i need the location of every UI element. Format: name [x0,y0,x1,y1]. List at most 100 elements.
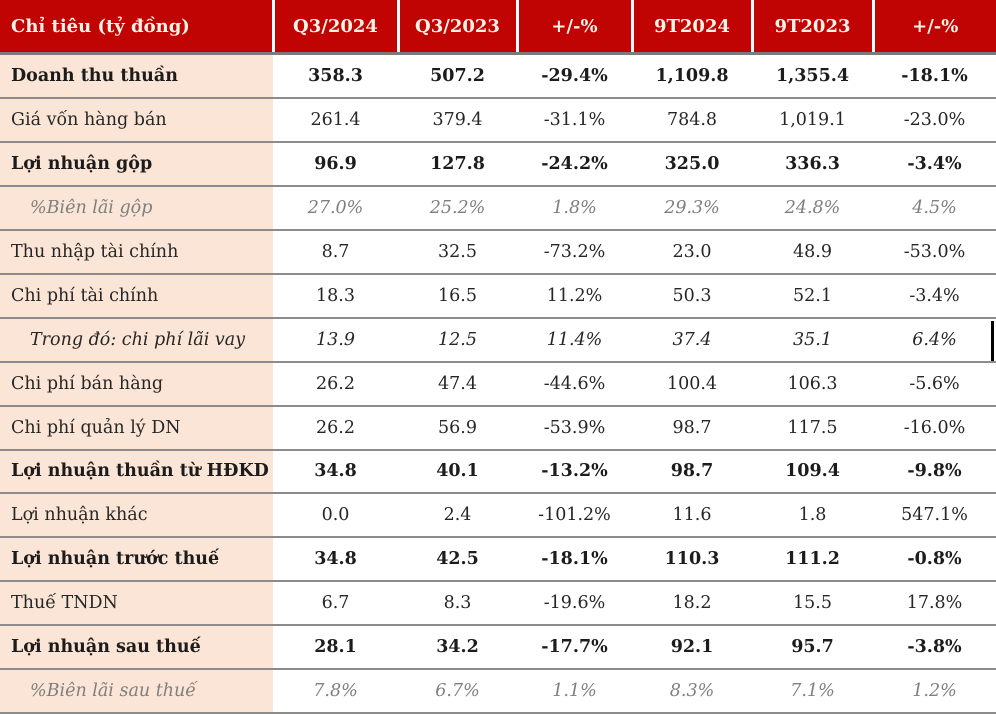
cell-q3-2024: 96.9 [273,142,398,188]
cell-change-9t: 6.4% [873,317,996,363]
row-label: Thuế TNDN [0,581,273,627]
cell-9t2023: 336.3 [752,142,873,188]
cell-q3-2024: 13.9 [273,317,398,363]
cell-change-q3: -53.9% [517,405,632,451]
cell-change-9t: -3.8% [873,625,996,670]
table-row: Trong đó: chi phí lãi vay 13.9 12.5 11.4… [0,317,996,363]
header-col-change-9t: +/-% [871,0,996,55]
header-col-q3-2024: Q3/2024 [271,0,398,55]
row-label: Lợi nhuận trước thuế [0,537,273,583]
cell-9t2023: 24.8% [752,186,873,232]
table-row: Giá vốn hàng bán 261.4 379.4 -31.1% 784.… [0,98,996,144]
cell-9t2024: 92.1 [632,625,752,670]
cell-q3-2023: 12.5 [398,317,517,363]
cell-change-q3: -29.4% [517,53,632,100]
table-row: Doanh thu thuần 358.3 507.2 -29.4% 1,109… [0,53,996,100]
cell-9t2024: 50.3 [632,273,752,319]
cell-change-9t: -18.1% [873,53,996,100]
cell-change-q3: 1.8% [517,186,632,232]
header-col-9t2024: 9T2024 [630,0,752,55]
cell-9t2024: 784.8 [632,98,752,144]
cell-change-9t: -3.4% [873,142,996,188]
cell-9t2023: 48.9 [752,230,873,275]
cell-9t2023: 35.1 [752,317,873,363]
cell-change-q3: 11.4% [517,317,632,363]
cell-9t2024: 37.4 [632,317,752,363]
cell-9t2024: 325.0 [632,142,752,188]
cell-9t2023: 111.2 [752,537,873,583]
cell-q3-2024: 27.0% [273,186,398,232]
cell-change-q3: -101.2% [517,493,632,539]
cell-q3-2023: 42.5 [398,537,517,583]
cell-change-9t: 547.1% [873,493,996,539]
cell-change-q3: -31.1% [517,98,632,144]
header-col-q3-2023: Q3/2023 [396,0,517,55]
cell-q3-2024: 28.1 [273,625,398,670]
cell-9t2023: 15.5 [752,581,873,627]
cell-9t2024: 98.7 [632,405,752,451]
table-body: Doanh thu thuần 358.3 507.2 -29.4% 1,109… [0,53,996,714]
cell-change-q3: -17.7% [517,625,632,670]
cell-change-q3: 11.2% [517,273,632,319]
cell-q3-2024: 26.2 [273,361,398,407]
cell-q3-2023: 40.1 [398,449,517,495]
row-label: Giá vốn hàng bán [0,98,273,144]
row-label: Trong đó: chi phí lãi vay [0,317,273,363]
cell-q3-2023: 127.8 [398,142,517,188]
cell-9t2024: 98.7 [632,449,752,495]
cell-q3-2023: 379.4 [398,98,517,144]
row-label: Lợi nhuận khác [0,493,273,539]
table-row: %Biên lãi gộp 27.0% 25.2% 1.8% 29.3% 24.… [0,186,996,232]
cell-q3-2023: 32.5 [398,230,517,275]
row-label: Lợi nhuận gộp [0,142,273,188]
cell-9t2024: 100.4 [632,361,752,407]
cell-change-q3: -13.2% [517,449,632,495]
cell-change-9t: -53.0% [873,230,996,275]
cell-change-q3: -44.6% [517,361,632,407]
cell-change-9t: 1.2% [873,668,996,714]
table-row: %Biên lãi sau thuế 7.8% 6.7% 1.1% 8.3% 7… [0,668,996,714]
cell-q3-2024: 358.3 [273,53,398,100]
cell-9t2023: 1,019.1 [752,98,873,144]
cell-q3-2024: 0.0 [273,493,398,539]
row-label: %Biên lãi gộp [0,186,273,232]
row-label: Chi phí bán hàng [0,361,273,407]
cell-q3-2023: 34.2 [398,625,517,670]
cell-9t2024: 18.2 [632,581,752,627]
cell-q3-2023: 8.3 [398,581,517,627]
cell-q3-2023: 25.2% [398,186,517,232]
cell-9t2024: 23.0 [632,230,752,275]
cell-q3-2023: 507.2 [398,53,517,100]
right-edge-black-bar [991,321,994,361]
cell-q3-2024: 34.8 [273,449,398,495]
cell-9t2024: 8.3% [632,668,752,714]
cell-q3-2024: 8.7 [273,230,398,275]
cell-change-q3: -19.6% [517,581,632,627]
cell-q3-2023: 16.5 [398,273,517,319]
cell-9t2024: 110.3 [632,537,752,583]
table-row: Lợi nhuận sau thuế 28.1 34.2 -17.7% 92.1… [0,625,996,670]
row-label: Thu nhập tài chính [0,230,273,275]
table-row: Thu nhập tài chính 8.7 32.5 -73.2% 23.0 … [0,230,996,275]
header-col-9t2023: 9T2023 [750,0,873,55]
cell-9t2024: 1,109.8 [632,53,752,100]
row-label: Chi phí tài chính [0,273,273,319]
cell-change-9t: -9.8% [873,449,996,495]
table-row: Lợi nhuận thuần từ HĐKD 34.8 40.1 -13.2%… [0,449,996,495]
table-row: Lợi nhuận khác 0.0 2.4 -101.2% 11.6 1.8 … [0,493,996,539]
cell-change-9t: -23.0% [873,98,996,144]
cell-9t2024: 29.3% [632,186,752,232]
cell-q3-2023: 2.4 [398,493,517,539]
cell-change-9t: 4.5% [873,186,996,232]
cell-9t2023: 95.7 [752,625,873,670]
header-col-change-q3: +/-% [515,0,632,55]
cell-9t2023: 109.4 [752,449,873,495]
cell-change-q3: 1.1% [517,668,632,714]
cell-q3-2023: 6.7% [398,668,517,714]
cell-q3-2023: 47.4 [398,361,517,407]
cell-9t2023: 117.5 [752,405,873,451]
cell-change-q3: -73.2% [517,230,632,275]
cell-9t2023: 52.1 [752,273,873,319]
row-label: Lợi nhuận thuần từ HĐKD [0,449,273,495]
